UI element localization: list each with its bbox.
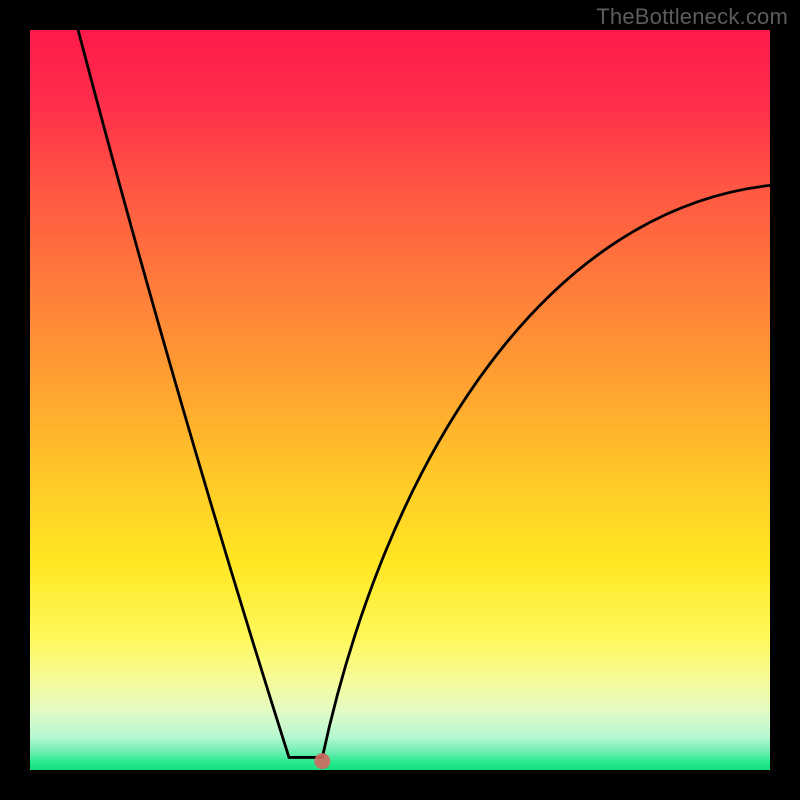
vee-marker <box>314 753 330 769</box>
chart-svg <box>0 0 800 800</box>
chart-canvas: TheBottleneck.com <box>0 0 800 800</box>
watermark-text: TheBottleneck.com <box>596 4 788 30</box>
